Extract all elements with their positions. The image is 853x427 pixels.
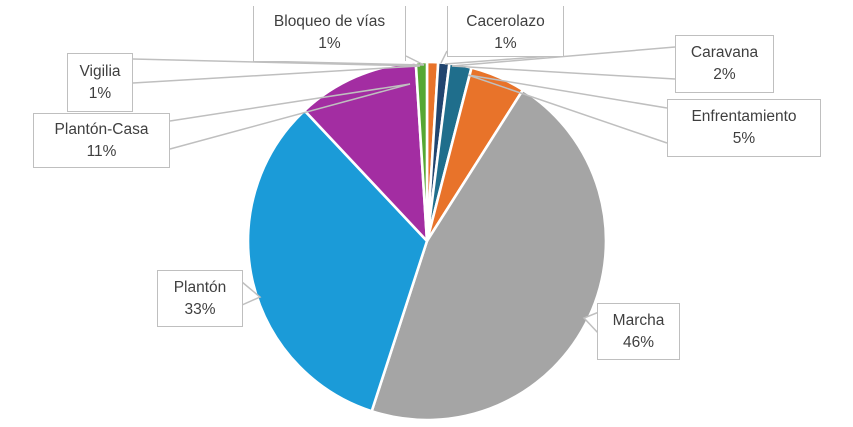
callout-label: Vigilia <box>79 62 121 80</box>
callout-vigilia: Vigilia 1% <box>67 53 133 112</box>
callout-label: Enfrentamiento <box>691 108 797 125</box>
leader-cacerolazo <box>440 50 448 64</box>
callout-label: Plantón-Casa <box>54 120 149 138</box>
callout-cacerolazo: Cacerolazo 1% <box>447 6 564 57</box>
callout-value: 2% <box>713 66 736 83</box>
leader-caravana <box>451 46 676 80</box>
callout-label: Bloqueo de vías <box>273 13 386 30</box>
callout-planton: Plantón 33% <box>157 270 243 327</box>
pie-slice-plant-n-casa <box>303 61 429 243</box>
callout-planton-casa: Plantón-Casa 11% <box>33 113 170 168</box>
callout-label: Cacerolazo <box>466 13 545 30</box>
callout-label: Marcha <box>612 311 665 329</box>
leader-planton-casa <box>169 83 411 150</box>
callout-value: 33% <box>184 300 216 318</box>
pie-slice-vigilia <box>414 60 429 243</box>
callout-value: 1% <box>88 84 112 102</box>
callout-enfrentamiento: Enfrentamiento 5% <box>667 99 821 157</box>
callout-value: 5% <box>732 130 756 147</box>
leader-vigilia <box>132 58 421 84</box>
callout-value: 11% <box>86 142 117 160</box>
callout-value: 1% <box>318 35 341 52</box>
callout-value: 1% <box>494 35 517 52</box>
callout-value: 46% <box>622 333 655 351</box>
callout-bloqueo-de-vias: Bloqueo de vías 1% <box>253 6 406 61</box>
callout-marcha: Marcha 46% <box>597 303 680 360</box>
leader-enfrentamiento <box>467 74 668 144</box>
callout-caravana: Caravana 2% <box>675 35 774 93</box>
pie-slice-plant-n <box>246 109 429 413</box>
callout-label: Plantón <box>173 278 227 296</box>
pie-slices <box>246 60 608 422</box>
callout-label: Caravana <box>690 44 759 61</box>
leader-bloqueo-de-vias <box>252 55 425 66</box>
